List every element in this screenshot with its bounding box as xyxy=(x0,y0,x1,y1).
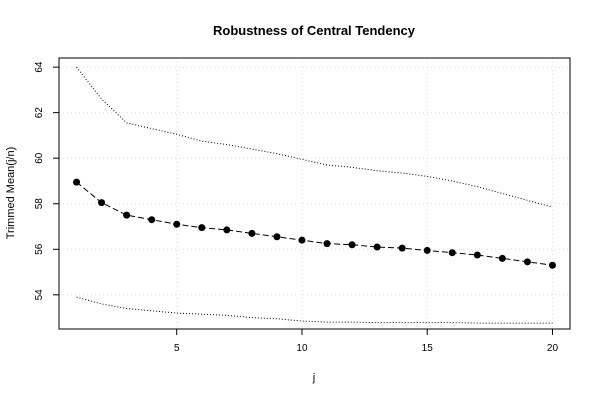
series-point-1-19 xyxy=(548,261,556,269)
series-point-1-16 xyxy=(473,251,481,259)
series-point-1-0 xyxy=(73,178,81,186)
series-line-1 xyxy=(76,181,553,266)
y-tick-label-2: 58 xyxy=(34,198,45,210)
y-tick-label-4: 62 xyxy=(34,107,45,119)
y-tick-label-5: 64 xyxy=(34,61,45,73)
y-tick-label-1: 56 xyxy=(34,243,45,255)
x-tick-label-2: 15 xyxy=(422,343,434,354)
series-point-1-10 xyxy=(323,240,331,248)
series-point-1-15 xyxy=(448,249,456,257)
grid xyxy=(59,58,570,329)
y-tick-label-0: 54 xyxy=(34,289,45,301)
x-tick-label-1: 10 xyxy=(296,343,308,354)
series-point-1-11 xyxy=(348,241,356,249)
x-axis-label: j xyxy=(312,372,315,384)
series-point-1-3 xyxy=(148,216,156,224)
x-tick-label-0: 5 xyxy=(174,343,180,354)
series-layer xyxy=(73,66,556,324)
plot-area xyxy=(58,57,571,330)
x-tick-label-3: 20 xyxy=(547,343,559,354)
series-point-1-9 xyxy=(298,236,306,244)
series-point-1-6 xyxy=(223,226,231,234)
series-point-1-8 xyxy=(273,233,281,241)
series-point-1-1 xyxy=(98,199,106,207)
axes: 5 10 15 20 54 56 58 60 62 64 xyxy=(34,61,558,354)
chart-title: Robustness of Central Tendency xyxy=(213,23,416,38)
series-line-0 xyxy=(76,66,553,208)
series-point-1-13 xyxy=(398,244,406,252)
series-point-1-18 xyxy=(523,258,531,266)
series-point-1-17 xyxy=(498,254,506,262)
y-axis-label: Trimmed Mean(j/n) xyxy=(5,147,17,240)
y-tick-label-3: 60 xyxy=(34,152,45,164)
series-point-1-7 xyxy=(248,229,256,237)
series-point-1-5 xyxy=(198,224,206,232)
series-point-1-12 xyxy=(373,243,381,251)
series-line-2 xyxy=(76,296,553,324)
series-point-1-14 xyxy=(423,246,431,254)
series-point-1-4 xyxy=(173,220,181,228)
series-point-1-2 xyxy=(123,211,131,219)
